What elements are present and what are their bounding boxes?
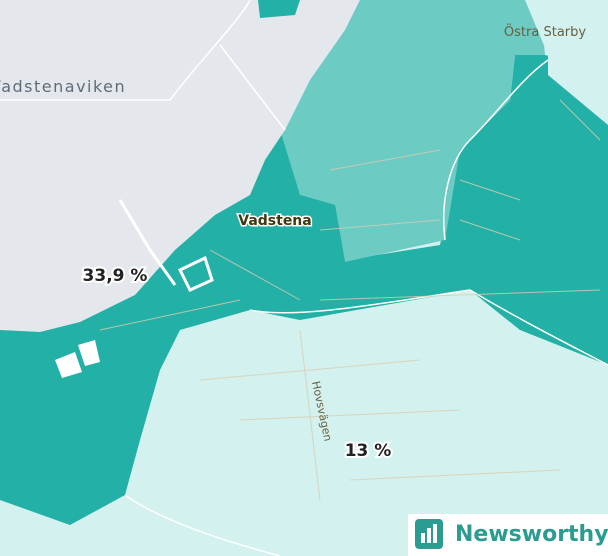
pier [78,340,100,366]
place-label: Vadstenaviken [0,77,126,96]
logo-text: Newsworthy [455,522,608,547]
logo: Newsworthy [408,514,608,556]
water [0,0,360,332]
region-label: 13 % [345,441,392,461]
place-label: Östra Starby [504,23,586,40]
light-region-ne [525,0,608,125]
region-label: 33,9 % [83,266,148,286]
medium-region [280,0,545,262]
town-region [240,195,345,292]
island [258,0,300,18]
place-label: Vadstena [238,213,311,229]
roads [99,99,601,501]
pier [55,352,82,378]
